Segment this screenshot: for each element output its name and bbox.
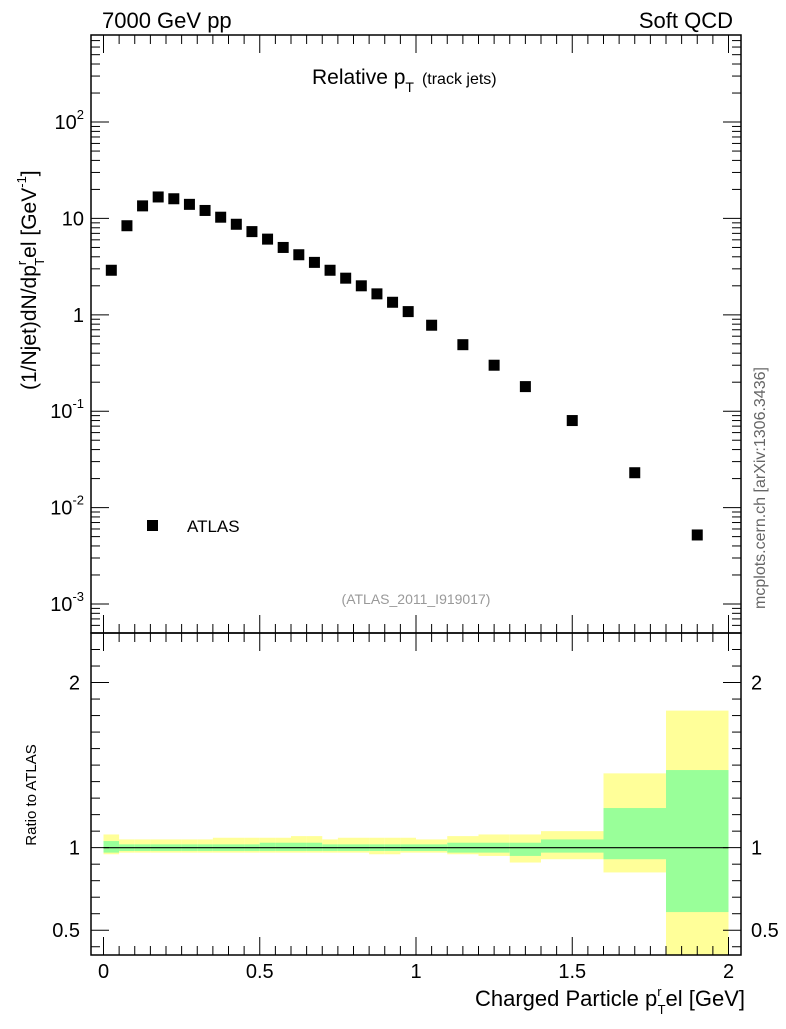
data-point	[293, 249, 305, 261]
data-point	[199, 204, 211, 216]
data-point	[371, 288, 383, 300]
header-energy-label: 7000 GeV pp	[102, 8, 232, 33]
ratio-inner-band	[103, 841, 120, 853]
data-point	[121, 220, 133, 232]
ratio-inner-band	[666, 770, 729, 913]
ratio-inner-band	[259, 842, 276, 851]
x-tick-label: 1.5	[558, 961, 586, 983]
data-point	[691, 529, 703, 541]
y-tick-label: 10-1	[50, 396, 84, 423]
ratio-y-tick-label-right: 0.5	[751, 920, 779, 942]
ratio-inner-band	[306, 842, 323, 851]
x-tick-label: 2	[723, 961, 734, 983]
ratio-y-tick-label-left: 0.5	[52, 920, 80, 942]
legend-label-atlas: ATLAS	[187, 517, 240, 536]
data-point	[457, 339, 469, 351]
ratio-y-axis-label: Ratio to ATLAS	[23, 744, 40, 845]
x-tick-label: 0	[98, 961, 109, 983]
data-point	[137, 200, 149, 212]
data-point	[387, 296, 399, 308]
plot-title-note: (track jets)	[422, 71, 497, 88]
data-point	[183, 198, 195, 210]
plot-title-main: Relative p	[312, 66, 405, 89]
y-tick-label: 10-2	[50, 493, 84, 520]
plot-title-sub: T	[405, 79, 414, 95]
main-y-axis-label: (1/Njet)dN/dpr Tel [GeV-1]	[14, 170, 47, 390]
ratio-inner-band	[509, 842, 541, 856]
data-point	[230, 218, 242, 230]
data-point	[629, 467, 641, 479]
y-tick-label: 1	[73, 305, 84, 327]
data-point	[152, 191, 164, 203]
data-point	[519, 381, 531, 393]
data-markers	[105, 191, 703, 541]
data-point	[277, 241, 289, 253]
data-point	[566, 415, 578, 427]
ratio-y-tick-label-right: 1	[751, 838, 762, 860]
watermark: mcplots.cern.ch [arXiv:1306.3436]	[752, 367, 769, 609]
plot-title: Relative pT (track jets)	[312, 66, 497, 95]
data-point	[215, 211, 227, 223]
y-tick-label: 10	[62, 208, 84, 230]
ratio-inner-band	[291, 842, 307, 851]
main-frame	[90, 34, 742, 634]
ratio-y-tick-label-left: 2	[69, 673, 80, 695]
ratio-panel: 0.5 0.5 1 1 2 2 0 0.5 1 1.5 2 Ratio to ATLAS Char…	[23, 632, 779, 1017]
ratio-y-tick-label-left: 1	[69, 838, 80, 860]
legend: ATLAS	[147, 517, 240, 536]
ratio-inner-band	[275, 842, 291, 851]
data-point	[168, 193, 180, 205]
ratio-inner-band	[541, 839, 604, 853]
legend-marker	[147, 520, 158, 531]
header-category-label: Soft QCD	[639, 8, 733, 33]
data-point	[488, 359, 500, 371]
data-point	[426, 319, 438, 331]
x-tick-label: 0.5	[246, 961, 274, 983]
ratio-y-tick-label-right: 2	[751, 673, 762, 695]
x-axis-label: Charged Particle pr Tel [GeV]	[475, 984, 745, 1017]
data-point	[105, 264, 117, 276]
y-tick-label: 10-3	[50, 589, 84, 616]
data-point	[402, 306, 414, 318]
main-panel: 10-3 10-2 10-1 1 10 102 Relative pT (track jet…	[14, 34, 742, 634]
data-point	[308, 256, 320, 268]
data-point	[246, 226, 258, 238]
analysis-id: (ATLAS_2011_I919017)	[342, 591, 491, 607]
data-point	[324, 264, 336, 276]
x-tick-label: 1	[410, 961, 421, 983]
ratio-frame	[90, 632, 742, 956]
y-tick-label: 102	[55, 107, 84, 134]
data-point	[340, 272, 352, 284]
data-point	[355, 280, 367, 292]
ratio-inner-band	[603, 808, 666, 860]
data-point	[262, 233, 274, 245]
